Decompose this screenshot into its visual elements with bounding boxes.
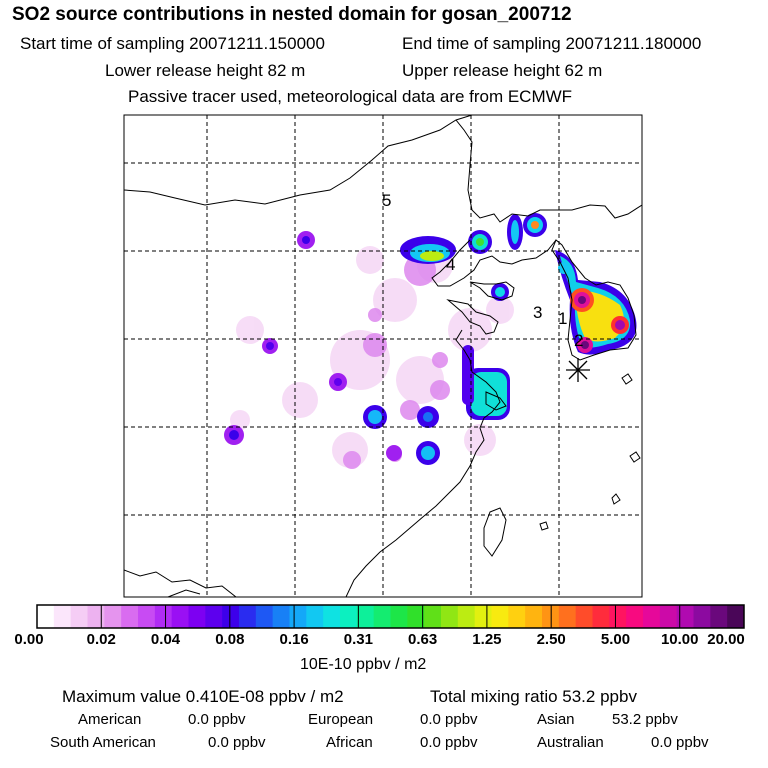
colorbar-swatch bbox=[340, 605, 358, 628]
australian-value: 0.0 ppbv bbox=[651, 734, 709, 751]
colorbar-swatch bbox=[491, 605, 509, 628]
colorbar-swatch bbox=[104, 605, 122, 628]
end-time-label: End time of sampling 20071211.180000 bbox=[402, 34, 702, 53]
grid-lines bbox=[124, 115, 642, 597]
american-label: American bbox=[78, 711, 142, 728]
colorbar-swatch bbox=[457, 605, 476, 628]
colorbar-tick-label: 0.00 bbox=[14, 631, 44, 648]
colorbar-swatch bbox=[508, 605, 526, 628]
start-time-label: Start time of sampling 20071211.150000 bbox=[20, 34, 325, 53]
plume-korea bbox=[555, 250, 637, 355]
colorbar-swatch bbox=[710, 605, 728, 628]
colorbar-swatch bbox=[154, 605, 173, 628]
max-value-label: Maximum value 0.410E-08 ppbv / m2 bbox=[62, 687, 344, 706]
colorbar-swatch bbox=[592, 605, 610, 628]
colorbar-swatch bbox=[424, 605, 442, 628]
colorbar-swatch bbox=[205, 605, 223, 628]
colorbar-frame bbox=[36, 604, 745, 629]
colorbar-swatch bbox=[289, 605, 307, 628]
colorbar-swatch bbox=[626, 605, 644, 628]
colorbar-swatch bbox=[222, 605, 240, 628]
colorbar-swatch bbox=[87, 605, 105, 628]
african-label: African bbox=[326, 734, 373, 751]
colorbar-tick-label: 20.00 bbox=[707, 631, 745, 648]
american-value: 0.0 ppbv bbox=[188, 711, 246, 728]
australian-label: Australian bbox=[537, 734, 604, 751]
colorbar-swatch bbox=[643, 605, 661, 628]
colorbar-swatch bbox=[542, 605, 560, 628]
colorbar-tick-label: 0.02 bbox=[86, 631, 116, 648]
colorbar-swatch bbox=[138, 605, 156, 628]
colorbar-swatch bbox=[70, 605, 88, 628]
colorbar-swatch bbox=[53, 605, 72, 628]
plume-beijing bbox=[400, 236, 456, 264]
colorbar-swatch bbox=[188, 605, 206, 628]
colorbar-tick-label: 10.00 bbox=[660, 631, 699, 648]
site-label-3: 3 bbox=[533, 303, 542, 322]
colorbar-swatch bbox=[659, 605, 678, 628]
colorbar-swatch bbox=[575, 605, 593, 628]
colorbar-swatch bbox=[272, 605, 290, 628]
coastlines bbox=[124, 115, 642, 597]
colorbar-unit: 10E-10 ppbv / m2 bbox=[300, 656, 427, 673]
note-label: Passive tracer used, meteorological data… bbox=[128, 87, 573, 106]
star-cross-icon bbox=[566, 358, 590, 382]
colorbar-swatch bbox=[37, 605, 55, 628]
colorbar-swatch bbox=[474, 605, 492, 628]
european-label: European bbox=[308, 711, 374, 728]
colorbar-swatch bbox=[323, 605, 341, 628]
site-label-2: 2 bbox=[574, 331, 583, 350]
colorbar-swatch bbox=[525, 605, 543, 628]
plume-north-korea bbox=[507, 214, 523, 250]
colorbar-swatch bbox=[390, 605, 408, 628]
colorbar-tick-label: 0.31 bbox=[343, 631, 373, 648]
colorbar-tick-label: 0.04 bbox=[150, 631, 181, 648]
colorbar-swatch bbox=[171, 605, 189, 628]
site-label-5: 5 bbox=[382, 191, 391, 210]
colorbar bbox=[37, 605, 745, 628]
colorbar-swatch bbox=[558, 605, 577, 628]
plume-layer bbox=[224, 213, 637, 469]
south-american-value: 0.0 ppbv bbox=[208, 734, 266, 751]
colorbar-tick-label: 5.00 bbox=[600, 631, 631, 648]
colorbar-swatch bbox=[727, 605, 745, 628]
colorbar-tick-label: 2.50 bbox=[536, 631, 566, 648]
point-sources bbox=[224, 213, 547, 465]
colorbar-swatch bbox=[609, 605, 627, 628]
lower-height-label: Lower release height 82 m bbox=[105, 61, 306, 80]
asian-label: Asian bbox=[537, 711, 575, 728]
asian-value: 53.2 ppbv bbox=[612, 711, 678, 728]
chart-title: SO2 source contributions in nested domai… bbox=[12, 4, 572, 25]
colorbar-swatch bbox=[121, 605, 139, 628]
site-label-4: 4 bbox=[446, 255, 455, 274]
upper-height-label: Upper release height 62 m bbox=[402, 61, 603, 80]
colorbar-tick-label: 0.63 bbox=[408, 631, 438, 648]
colorbar-swatch bbox=[693, 605, 711, 628]
south-american-label: South American bbox=[50, 734, 156, 751]
site-label-1: 1 bbox=[558, 309, 567, 328]
colorbar-swatch bbox=[676, 605, 694, 628]
african-value: 0.0 ppbv bbox=[420, 734, 478, 751]
colorbar-swatch bbox=[373, 605, 391, 628]
european-value: 0.0 ppbv bbox=[420, 711, 478, 728]
colorbar-tick-label: 0.16 bbox=[279, 631, 309, 648]
colorbar-swatch bbox=[356, 605, 375, 628]
colorbar-tick-label: 1.25 bbox=[472, 631, 502, 648]
total-mixing-label: Total mixing ratio 53.2 ppbv bbox=[430, 687, 637, 706]
colorbar-swatch bbox=[306, 605, 324, 628]
colorbar-tick-label: 0.08 bbox=[215, 631, 245, 648]
colorbar-swatch bbox=[255, 605, 274, 628]
colorbar-swatch bbox=[407, 605, 425, 628]
colorbar-swatch bbox=[441, 605, 459, 628]
colorbar-swatch bbox=[239, 605, 257, 628]
